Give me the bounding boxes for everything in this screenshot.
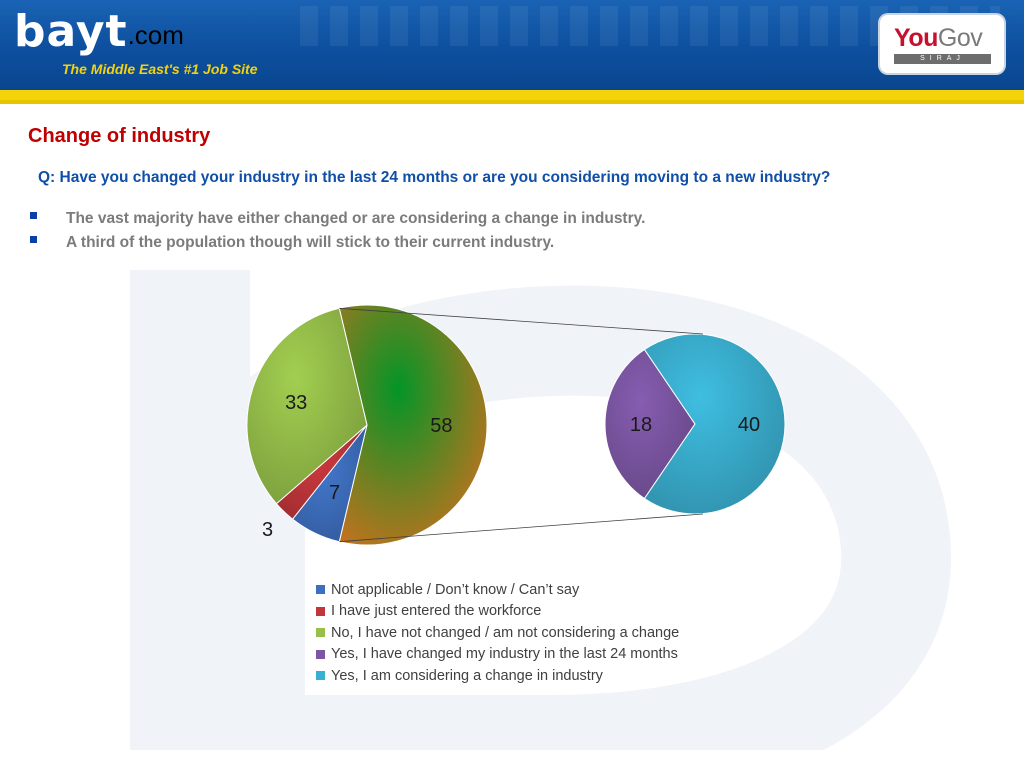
legend-label: Yes, I have changed my industry in the l… xyxy=(331,646,678,663)
breakout-slice-yes-i-have-changed-my-industry-in-the-last-24-months xyxy=(604,348,696,500)
brand-name: bayt xyxy=(14,6,128,57)
bullet-text: A third of the population though will st… xyxy=(66,234,555,251)
legend-item: Yes, I have changed my industry in the l… xyxy=(316,644,679,666)
legend-item: No, I have not changed / am not consider… xyxy=(316,622,679,644)
yougov-wordmark: YouGov xyxy=(894,24,983,53)
data-label-not-applicable-don-t-know-can-t-say: 7 xyxy=(329,482,340,504)
legend-label: Yes, I am considering a change in indust… xyxy=(331,667,603,684)
yougov-sub: SIRAJ xyxy=(894,54,991,64)
pie-slice-yes-changed-or-considering xyxy=(338,304,488,546)
legend-swatch xyxy=(316,606,325,616)
legend-swatch xyxy=(316,585,325,595)
bullet-list: The vast majority have either changed or… xyxy=(30,210,645,258)
legend-label: No, I have not changed / am not consider… xyxy=(331,624,680,641)
legend-item: Not applicable / Don’t know / Can’t say xyxy=(316,579,679,601)
tagline: The Middle East's #1 Job Site xyxy=(62,61,258,77)
data-label-yes-changed-or-considering: 58 xyxy=(430,415,452,437)
data-label-breakout-yes-i-have-changed-my-industry-in-the-last-24-months: 18 xyxy=(630,414,652,436)
bullet-item: The vast majority have either changed or… xyxy=(30,210,645,234)
legend-swatch xyxy=(316,628,325,638)
yougov-logo[interactable]: YouGov SIRAJ xyxy=(880,15,1004,73)
bullet-item: A third of the population though will st… xyxy=(30,234,645,258)
data-label-i-have-just-entered-the-workforce: 3 xyxy=(262,519,273,541)
bullet-square-icon xyxy=(30,236,37,243)
brand-suffix: .com xyxy=(127,20,184,50)
survey-question: Q: Have you changed your industry in the… xyxy=(38,169,831,186)
connector-line-bottom xyxy=(339,513,704,543)
bullet-text: The vast majority have either changed or… xyxy=(66,210,646,227)
yougov-gov: Gov xyxy=(937,24,983,52)
header-bar: bayt.com The Middle East's #1 Job Site Y… xyxy=(0,0,1024,90)
legend-swatch xyxy=(316,649,325,659)
breakout-slice-yes-i-am-considering-a-change-in-industry xyxy=(643,333,786,515)
legend-swatch xyxy=(316,671,325,681)
data-label-no-i-have-not-changed-am-not-considering-a-change: 33 xyxy=(285,392,307,414)
legend-item: Yes, I am considering a change in indust… xyxy=(316,665,679,687)
legend-label: I have just entered the workforce xyxy=(331,603,542,620)
legend-label: Not applicable / Don’t know / Can’t say xyxy=(331,581,580,598)
legend-item: I have just entered the workforce xyxy=(316,601,679,623)
bayt-logo[interactable]: bayt.com xyxy=(14,10,184,54)
pie-slice-no-i-have-not-changed-am-not-considering-a-change xyxy=(246,307,368,505)
yougov-you: You xyxy=(894,24,938,52)
header-yellow-band xyxy=(0,90,1024,104)
slide-title: Change of industry xyxy=(28,125,211,147)
data-label-breakout-yes-i-am-considering-a-change-in-industry: 40 xyxy=(738,414,760,436)
bullet-square-icon xyxy=(30,212,37,219)
connector-line-top xyxy=(339,307,704,335)
chart-legend: Not applicable / Don’t know / Can’t say I… xyxy=(316,579,679,687)
